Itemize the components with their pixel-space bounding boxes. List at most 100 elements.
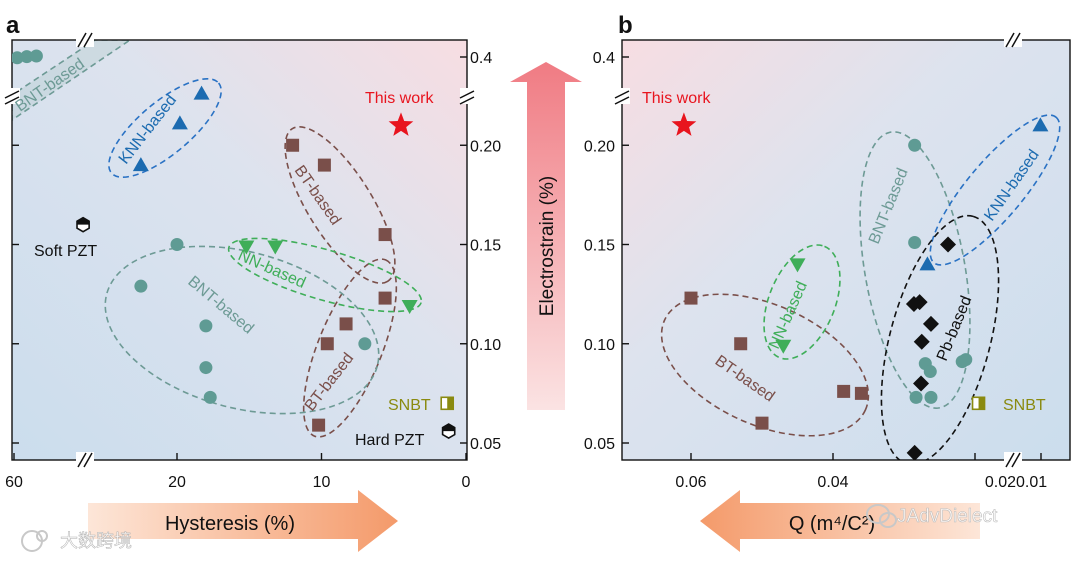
point-a-hard-pzt-1 xyxy=(441,423,456,440)
bt-ellipse-b xyxy=(660,293,870,437)
point-b-pb-based-6 xyxy=(913,375,930,392)
point-b-bnt-based-8 xyxy=(959,353,973,367)
axis-break-a-y-left xyxy=(4,88,20,105)
point-a-bt-based-6 xyxy=(320,337,334,351)
bnt-ellipse-a xyxy=(104,245,380,415)
point-a-nn-based-1 xyxy=(238,240,255,255)
point-a-knn-based-3 xyxy=(193,85,210,100)
point-a-bnt-based-1 xyxy=(170,238,184,251)
watermark-left-icon xyxy=(21,530,48,552)
axis-break-b-y-left xyxy=(614,88,630,105)
point-b-bnt-based-2 xyxy=(908,236,922,250)
point-b-pb-based-7 xyxy=(906,444,923,460)
bt-ellipse-a-lower xyxy=(302,258,398,438)
annotation-softpzt: Soft PZT xyxy=(34,243,97,260)
y-tick-label-center-right: 0.10 xyxy=(584,337,615,354)
axis-break-a-y-right xyxy=(459,88,476,105)
nn-ellipse-b xyxy=(763,244,841,360)
x-tick-label-a: 60 xyxy=(5,474,23,491)
x-axis-label-a: Hysteresis (%) xyxy=(165,513,295,535)
point-a-soft-pzt-1 xyxy=(76,216,90,233)
point-a-bt-based-5 xyxy=(339,317,353,331)
point-b-bt-based-1 xyxy=(684,291,698,305)
y-tick-label-center-right: 0.15 xyxy=(584,238,615,255)
bnt-top-region xyxy=(12,40,132,121)
y-tick-label-center-left: 0.4 xyxy=(470,50,492,67)
x-tick-label-b: 0.04 xyxy=(817,474,848,491)
annotation-thiswork-b: This work xyxy=(642,90,711,107)
point-b-bnt-based-4 xyxy=(923,365,937,379)
y-tick-label-center-left: 0.05 xyxy=(470,436,501,453)
point-b-snbt-1 xyxy=(971,396,986,411)
x-axis-label-b: Q (m⁴/C²) xyxy=(789,513,875,535)
y-tick-label-center-right: 0.05 xyxy=(584,436,615,453)
pb-ellipse-b xyxy=(880,214,1000,460)
point-a-knn-based-2 xyxy=(171,115,188,130)
q-arrow: Q (m⁴/C²) xyxy=(700,490,980,552)
point-a-snbt-1 xyxy=(440,396,455,411)
point-b-pb-based-1 xyxy=(940,236,957,253)
axis-break-b-top xyxy=(1004,32,1022,48)
panel-a-frame xyxy=(11,39,468,461)
x-tick-label-a: 0 xyxy=(462,474,471,491)
x-tick-label-a: 10 xyxy=(313,474,331,491)
bt-ellipse-a-upper xyxy=(284,126,396,284)
point-b-bnt-based-5 xyxy=(909,390,923,404)
bnt-ellipse-b xyxy=(859,131,971,409)
y-tick-label-center-left: 0.20 xyxy=(470,138,501,155)
x-tick-label-a: 20 xyxy=(168,474,186,491)
knn-ellipse-a xyxy=(108,77,222,179)
annotation-snbt-a: SNBT xyxy=(388,397,431,414)
point-b-pb-based-5 xyxy=(913,333,930,350)
point-a-bnt-based-4 xyxy=(199,361,213,375)
point-a-bt-based-2 xyxy=(317,158,331,172)
point-a-bt-based-3 xyxy=(378,228,392,242)
point-a-bnt-based-9 xyxy=(29,49,43,63)
point-b-bt-based-3 xyxy=(755,416,769,430)
point-b-nn-based-2 xyxy=(775,339,792,354)
electrostrain-arrow: Electrostrain (%) xyxy=(510,62,582,410)
point-a-nn-based-2 xyxy=(267,240,284,255)
point-a-bnt-based-6 xyxy=(358,337,372,351)
hysteresis-arrow: Hysteresis (%) xyxy=(88,490,398,552)
annotation-snbt-b: SNBT xyxy=(1003,397,1046,414)
panel-label-b: b xyxy=(618,12,633,39)
point-b-bt-based-4 xyxy=(837,384,851,398)
panel-label-a: a xyxy=(6,12,20,39)
x-tick-label-b: 0.06 xyxy=(675,474,706,491)
point-a-bnt-based-5 xyxy=(203,390,217,404)
point-a-bnt-based-2 xyxy=(134,279,148,293)
annotation-hardpzt: Hard PZT xyxy=(355,432,425,449)
axis-break-a-x xyxy=(76,452,94,468)
point-b-bnt-based-6 xyxy=(924,390,938,404)
point-b-pb-based-3 xyxy=(911,294,928,311)
point-a-bt-based-4 xyxy=(378,291,392,305)
point-b-nn-based-1 xyxy=(789,258,806,273)
point-a-bnt-based-8 xyxy=(20,50,34,64)
point-b-this-work-1 xyxy=(671,112,697,136)
watermark-right: JAdvDielect xyxy=(897,506,998,527)
point-a-bnt-based-3 xyxy=(199,319,213,333)
y-tick-label-center-left: 0.10 xyxy=(470,337,501,354)
axis-break-a-top xyxy=(76,32,94,48)
point-a-nn-based-3 xyxy=(401,300,418,315)
point-b-pb-based-4 xyxy=(922,315,939,332)
annotation-thiswork-a: This work xyxy=(365,90,434,107)
nn-ellipse-a xyxy=(227,237,423,313)
point-b-bt-based-5 xyxy=(854,386,868,400)
knn-ellipse-b xyxy=(929,114,1061,266)
y-tick-label-center-right: 0.20 xyxy=(584,138,615,155)
y-tick-label-center-right: 0.4 xyxy=(593,50,615,67)
x-tick-label-b: 0.020.01 xyxy=(985,474,1047,491)
point-b-knn-based-2 xyxy=(919,256,936,271)
point-b-bnt-based-1 xyxy=(908,138,922,152)
point-a-this-work-1 xyxy=(388,112,414,136)
watermark-right-icon xyxy=(866,504,897,528)
center-axis-label: Electrostrain (%) xyxy=(537,176,558,316)
watermark-left: 大数跨境 xyxy=(60,531,132,551)
point-a-knn-based-1 xyxy=(132,157,149,172)
y-tick-label-center-left: 0.15 xyxy=(470,238,501,255)
panel-b-frame xyxy=(621,39,1071,461)
point-b-knn-based-1 xyxy=(1032,117,1049,132)
